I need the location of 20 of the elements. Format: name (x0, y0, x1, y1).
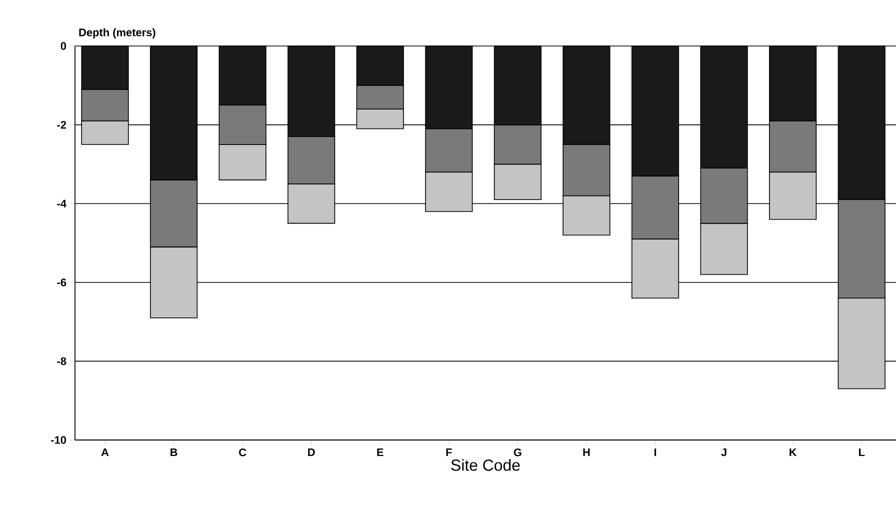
y-tick-label: -2 (57, 120, 66, 129)
y-tick-label: -4 (57, 200, 66, 208)
x-tick-label: I (654, 448, 656, 456)
y-tick-label: -10 (51, 436, 66, 444)
x-tick-label: K (790, 448, 797, 456)
x-tick-label: F (446, 448, 452, 456)
x-tick-label: J (721, 448, 726, 456)
x-tick-label: L (859, 448, 865, 456)
x-tick-label: E (377, 448, 384, 456)
x-tick-label: A (101, 448, 109, 456)
y-tick-label: -6 (57, 278, 66, 286)
x-tick-label: B (170, 448, 178, 456)
y-tick-label: 0 (60, 42, 66, 50)
x-axis-title: Site Code (451, 459, 520, 471)
x-tick-label: H (583, 448, 590, 456)
x-tick-label: D (308, 448, 315, 456)
y-axis-title: Depth (meters) (79, 28, 156, 38)
x-tick-label: C (239, 448, 246, 456)
x-tick-label: G (514, 448, 522, 456)
y-tick-label: -8 (57, 357, 66, 366)
